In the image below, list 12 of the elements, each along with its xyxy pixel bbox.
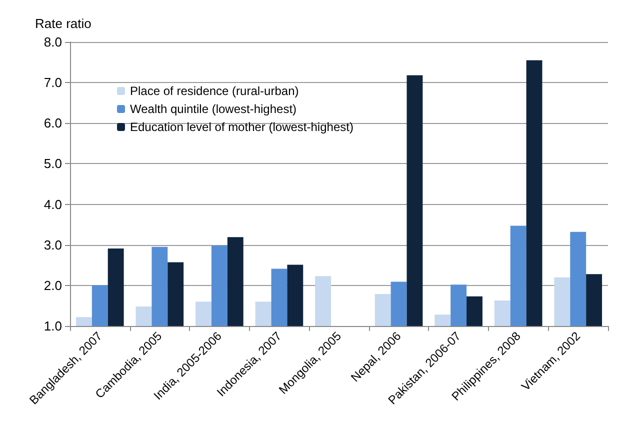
- y-tick-label: 6.0: [44, 116, 62, 131]
- legend-label: Education level of mother (lowest-highest): [130, 120, 354, 134]
- y-tick-label: 5.0: [44, 156, 62, 172]
- y-tick-label: 7.0: [44, 75, 62, 90]
- y-tick-label: 4.0: [44, 196, 62, 212]
- y-tick-label: 1.0: [44, 318, 62, 334]
- y-tick-label: 3.0: [44, 237, 62, 252]
- y-tick-label: 8.0: [44, 34, 62, 50]
- y-axis-title: Rate ratio: [35, 16, 92, 31]
- legend-label: Wealth quintile (lowest-highest): [130, 102, 297, 116]
- y-tick-label: 2.0: [44, 278, 62, 293]
- legend-label: Place of residence (rural-urban): [130, 84, 299, 98]
